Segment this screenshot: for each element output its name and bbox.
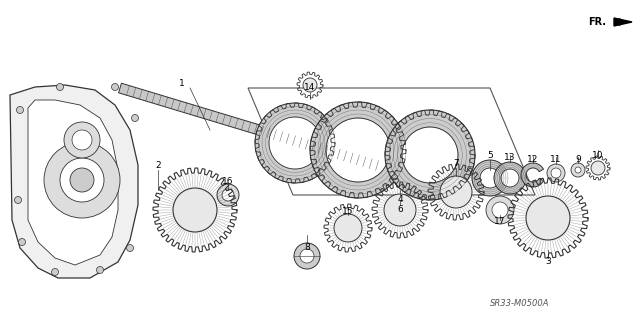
Circle shape <box>440 176 472 208</box>
Polygon shape <box>521 163 543 187</box>
Circle shape <box>526 196 570 240</box>
Text: 14: 14 <box>304 84 316 93</box>
Polygon shape <box>614 18 632 26</box>
Circle shape <box>494 162 526 194</box>
Circle shape <box>111 84 118 91</box>
Circle shape <box>480 168 500 188</box>
Circle shape <box>402 127 458 183</box>
Circle shape <box>127 244 134 251</box>
Text: 13: 13 <box>504 153 516 162</box>
Text: 4: 4 <box>397 196 403 204</box>
Text: 12: 12 <box>527 154 539 164</box>
Circle shape <box>97 266 104 273</box>
Circle shape <box>64 122 100 158</box>
Circle shape <box>173 188 217 232</box>
Circle shape <box>303 78 317 92</box>
Text: 11: 11 <box>550 155 562 165</box>
Circle shape <box>310 102 406 198</box>
Polygon shape <box>28 100 118 265</box>
Circle shape <box>591 161 605 175</box>
Text: 6: 6 <box>397 205 403 214</box>
Circle shape <box>19 239 26 246</box>
Circle shape <box>486 196 514 224</box>
Text: 17: 17 <box>494 218 506 226</box>
Text: FR.: FR. <box>588 17 606 27</box>
Circle shape <box>492 202 508 218</box>
Circle shape <box>255 103 335 183</box>
Circle shape <box>269 117 321 169</box>
Circle shape <box>547 164 565 182</box>
Circle shape <box>385 110 475 200</box>
Text: 15: 15 <box>342 207 354 217</box>
Circle shape <box>70 168 94 192</box>
Circle shape <box>56 84 63 91</box>
Text: 16: 16 <box>222 177 234 187</box>
Circle shape <box>326 118 390 182</box>
Circle shape <box>222 189 234 201</box>
Circle shape <box>472 160 508 196</box>
Circle shape <box>72 130 92 150</box>
Circle shape <box>51 269 58 276</box>
Circle shape <box>300 249 314 263</box>
Circle shape <box>334 214 362 242</box>
Circle shape <box>571 163 585 177</box>
Circle shape <box>17 107 24 114</box>
Text: 3: 3 <box>545 257 551 266</box>
Circle shape <box>217 184 239 206</box>
Text: 5: 5 <box>487 152 493 160</box>
Circle shape <box>15 197 22 204</box>
Text: 1: 1 <box>179 79 185 88</box>
Text: 8: 8 <box>304 243 310 253</box>
Circle shape <box>384 194 416 226</box>
Text: 10: 10 <box>592 151 604 160</box>
Circle shape <box>44 142 120 218</box>
Text: SR33-M0500A: SR33-M0500A <box>490 300 550 308</box>
Text: 2: 2 <box>155 160 161 169</box>
Polygon shape <box>118 83 387 173</box>
Circle shape <box>501 169 519 187</box>
Text: 7: 7 <box>453 160 459 168</box>
Circle shape <box>575 167 581 173</box>
Circle shape <box>551 168 561 178</box>
Circle shape <box>294 243 320 269</box>
Text: 9: 9 <box>575 154 581 164</box>
Circle shape <box>60 158 104 202</box>
Circle shape <box>131 115 138 122</box>
Polygon shape <box>10 85 138 278</box>
